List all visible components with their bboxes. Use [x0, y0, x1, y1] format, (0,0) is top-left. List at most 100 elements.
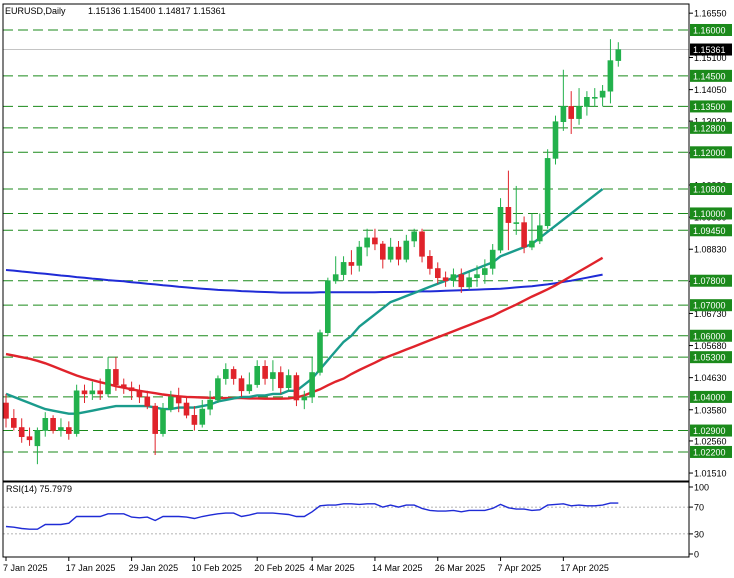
- candle-body: [183, 402, 190, 416]
- candle-body: [309, 372, 315, 398]
- current-price-box: [690, 43, 732, 56]
- candle-body: [536, 225, 543, 242]
- chart-symbol-title: EURUSD,Daily: [5, 6, 66, 16]
- price-axis-label: 1.08830: [694, 245, 727, 255]
- price-axis-label: 1.02560: [694, 436, 727, 446]
- candle-body: [175, 396, 182, 404]
- candle-body: [576, 106, 582, 119]
- candle-body: [450, 274, 457, 282]
- time-axis-label: 20 Feb 2025: [254, 563, 305, 573]
- candle-body: [529, 240, 535, 248]
- candle-body: [81, 390, 88, 395]
- time-axis-label: 10 Feb 2025: [191, 563, 242, 573]
- candle-body: [544, 158, 551, 226]
- candle-body: [458, 274, 465, 288]
- candle-body: [58, 427, 64, 431]
- level-label-box: [690, 390, 732, 403]
- level-label: 1.13500: [693, 102, 726, 112]
- main-panel-border: [2, 3, 690, 482]
- candle-body: [230, 369, 237, 379]
- price-axis-label: 1.16550: [694, 9, 727, 19]
- ma-fast-line: [5, 188, 604, 415]
- level-label: 1.14500: [693, 71, 726, 81]
- candle-body: [332, 274, 339, 282]
- candle-body: [121, 384, 127, 389]
- level-label-box: [690, 100, 732, 113]
- price-axis-label: 1.13020: [694, 117, 727, 127]
- candle-body: [128, 387, 135, 392]
- rsi-line: [5, 502, 619, 530]
- candle-body: [207, 399, 213, 410]
- candle-body: [379, 243, 386, 260]
- candle-body: [262, 365, 268, 379]
- time-axis-label: 29 Jan 2025: [129, 563, 179, 573]
- time-axis-label: 26 Mar 2025: [435, 563, 486, 573]
- candle-body: [113, 369, 119, 385]
- candle-body: [584, 97, 590, 107]
- candle-body: [387, 246, 394, 260]
- ma-slow-line: [5, 269, 603, 294]
- candle-body: [11, 417, 17, 428]
- price-axis-label: 1.03580: [694, 405, 727, 415]
- level-label-box: [690, 445, 732, 458]
- candle-body: [168, 396, 174, 410]
- level-label: 1.05300: [693, 353, 726, 363]
- candle-body: [254, 365, 260, 385]
- candle-body: [489, 249, 496, 269]
- candle-body: [434, 268, 441, 278]
- price-axis-label: 1.05680: [694, 341, 727, 351]
- rsi-panel-border: [2, 481, 690, 558]
- candle-body: [160, 408, 166, 434]
- candle-body: [442, 277, 449, 282]
- candle-body: [50, 417, 56, 431]
- level-label-box: [690, 274, 732, 287]
- candle-body: [466, 277, 472, 288]
- candle-body: [340, 262, 347, 275]
- rsi-axis-label: 100: [694, 483, 709, 493]
- candle-body: [34, 430, 41, 447]
- candle-body: [285, 375, 292, 388]
- level-label-box: [690, 299, 732, 312]
- candle-body: [419, 231, 425, 257]
- level-label: 1.10800: [693, 184, 726, 194]
- level-label: 1.04000: [693, 392, 726, 402]
- candle-body: [301, 396, 308, 401]
- price-axis-label: 1.04630: [694, 373, 727, 383]
- candle-body: [497, 207, 504, 251]
- candle-body: [474, 274, 480, 279]
- candle-body: [591, 97, 598, 99]
- level-label-box: [690, 329, 732, 342]
- time-axis-label: 7 Apr 2025: [498, 563, 542, 573]
- candle-body: [411, 231, 418, 242]
- candle-body: [277, 372, 284, 389]
- level-label: 1.07000: [693, 301, 726, 311]
- price-axis-label: 1.14050: [694, 85, 727, 95]
- candle-body: [568, 106, 575, 119]
- level-label-box: [690, 121, 732, 134]
- time-axis-label: 17 Apr 2025: [560, 563, 609, 573]
- candle-body: [89, 390, 96, 395]
- candle-body: [356, 246, 363, 266]
- level-label-box: [690, 146, 732, 159]
- candle-body: [199, 408, 206, 425]
- level-label-box: [690, 207, 732, 220]
- candle-body: [246, 384, 253, 392]
- candle-body: [136, 390, 143, 398]
- candle-body: [615, 49, 622, 61]
- level-label: 1.12800: [693, 123, 726, 133]
- candle-body: [427, 255, 433, 269]
- moving-averages: [5, 188, 604, 415]
- price-axis-label: 1.06730: [694, 309, 727, 319]
- candle-body: [317, 332, 323, 373]
- candle-body: [505, 207, 512, 223]
- price-axis-label: 1.15100: [694, 53, 727, 63]
- candle-body: [552, 121, 559, 159]
- time-axis-label: 7 Jan 2025: [3, 563, 48, 573]
- rsi-axis-label: 70: [694, 503, 704, 513]
- time-axis-label: 17 Jan 2025: [66, 563, 116, 573]
- level-label: 1.09450: [693, 226, 726, 236]
- candle-body: [599, 90, 606, 98]
- level-label-box: [690, 182, 732, 195]
- time-axis-label: 4 Mar 2025: [309, 563, 355, 573]
- candle-body: [513, 222, 520, 224]
